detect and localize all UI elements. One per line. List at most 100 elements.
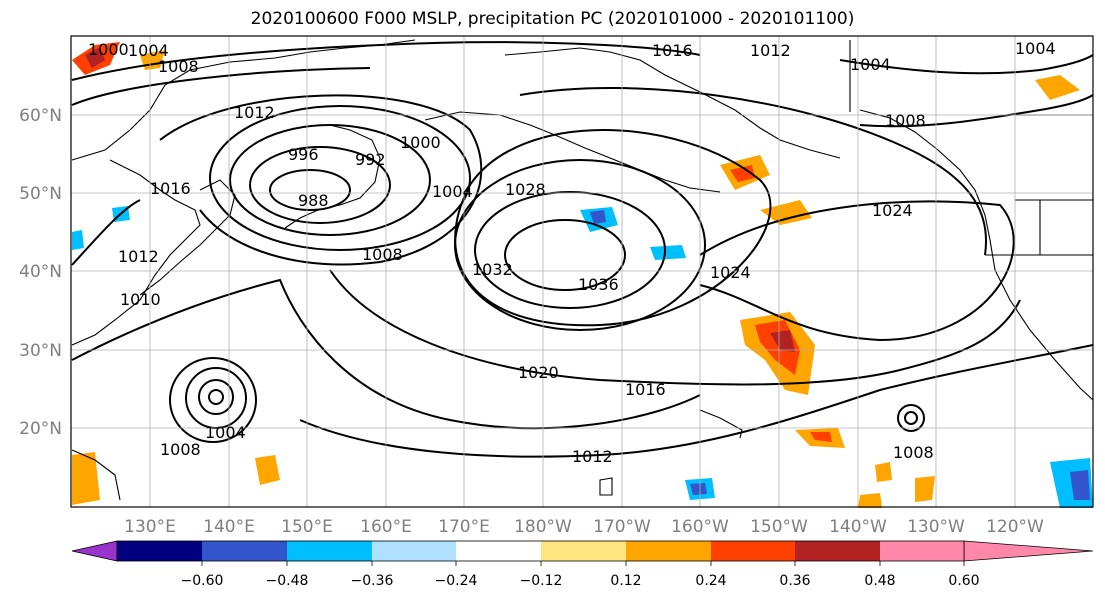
lon-label: 150°W	[750, 517, 808, 537]
isobar	[904, 411, 918, 425]
colorbar-segment	[287, 541, 372, 561]
isobar-label: 988	[298, 191, 329, 210]
lat-label: 20°N	[19, 419, 62, 439]
lon-label: 120°W	[986, 517, 1044, 537]
isobar	[454, 129, 772, 327]
colorbar-tick-label: 0.36	[779, 573, 810, 589]
colorbar-segment	[456, 541, 541, 561]
isobar	[299, 344, 1094, 458]
isobar-label: 1036	[578, 275, 619, 294]
precip-patch	[1035, 75, 1080, 100]
lon-label: 170°E	[438, 517, 490, 537]
coastline	[71, 159, 201, 346]
isobar-label: 1024	[710, 263, 751, 282]
isobar-label: 1028	[505, 180, 546, 199]
colorbar-tick-label: −0.12	[520, 573, 563, 589]
isobar	[71, 278, 701, 430]
colorbar-segment	[880, 541, 964, 561]
isobar	[519, 87, 988, 256]
lon-label: 130°E	[124, 517, 176, 537]
precip-patch	[915, 476, 935, 502]
precip-patch	[72, 230, 84, 250]
colorbar-tick-label: −0.36	[351, 573, 394, 589]
precip-patch	[85, 47, 105, 68]
isobar	[198, 379, 234, 415]
colorbar-tick-label: −0.24	[435, 573, 478, 589]
isobar	[474, 191, 666, 309]
isobar-label: 1010	[120, 290, 161, 309]
colorbar-tick-label: −0.60	[181, 573, 224, 589]
precip-patch	[255, 455, 280, 485]
coastline	[139, 179, 236, 296]
isobar	[208, 389, 224, 405]
precip-patch	[730, 165, 755, 182]
isobar-label: 1012	[118, 247, 159, 266]
colorbar-segment	[117, 541, 202, 561]
precip-patch	[72, 452, 100, 505]
lon-label: 150°E	[281, 517, 333, 537]
isobar-label: 1024	[872, 201, 913, 220]
lat-label: 60°N	[19, 106, 62, 126]
isobar	[185, 367, 247, 429]
colorbar-left-arrow	[71, 540, 118, 562]
isobar-label: 1008	[160, 440, 201, 459]
isobar-label: 1008	[885, 111, 926, 130]
colorbar-segment	[795, 541, 880, 561]
lat-label: 50°N	[19, 184, 62, 204]
isobar	[209, 105, 471, 251]
isobar	[839, 54, 1094, 75]
isobar-label: 1016	[652, 41, 693, 60]
isobar	[859, 94, 1094, 128]
lon-label: 140°E	[203, 517, 255, 537]
coastline	[699, 409, 743, 439]
lon-label: 180°W	[514, 517, 572, 537]
colorbar: −0.60 −0.48 −0.36 −0.24 −0.12 0.12 0.24 …	[71, 540, 1094, 589]
lon-label: 160°E	[360, 517, 412, 537]
precip-patch	[650, 245, 686, 260]
isobar	[699, 200, 1015, 342]
lon-labels: 130°E 140°E 150°E 160°E 170°E 180°W 170°…	[124, 517, 1044, 537]
colorbar-tick-label: 0.12	[610, 573, 641, 589]
isobar-label: 1016	[150, 179, 191, 198]
isobar-label: 1000	[88, 40, 129, 59]
isobar-label: 1008	[362, 245, 403, 264]
colorbar-segment	[541, 541, 626, 561]
isobar-labels: 1000 1004 1008 1004 1012 1016 1004 1008 …	[88, 39, 1056, 466]
isobar-label: 996	[288, 145, 319, 164]
isobar-label: 1012	[234, 103, 275, 122]
colorbar-ticks	[201, 561, 965, 566]
colorbar-tick-label: 0.60	[948, 573, 979, 589]
lat-label: 30°N	[19, 341, 62, 361]
isobar-label: 1012	[572, 447, 613, 466]
map-frame	[70, 35, 1094, 508]
colorbar-tick-label: −0.48	[266, 573, 309, 589]
isobar-label: 1012	[750, 41, 791, 60]
coastline	[859, 109, 1094, 401]
colorbar-segment	[202, 541, 287, 561]
coastline	[504, 47, 841, 159]
colorbar-segment	[711, 541, 795, 561]
isobar	[897, 404, 925, 432]
colorbar-segment	[372, 541, 456, 561]
colorbar-tick-label: 0.48	[864, 573, 895, 589]
colorbar-frame	[116, 540, 965, 562]
isobar-label: 1004	[1015, 39, 1056, 58]
precip-patch	[810, 432, 832, 442]
precip-patch	[1070, 470, 1090, 500]
lon-label: 170°W	[593, 517, 651, 537]
colorbar-segment	[626, 541, 711, 561]
precip-patch	[590, 210, 606, 224]
isobar	[269, 169, 351, 211]
map-title: 2020100600 F000 MSLP, precipitation PC (…	[250, 9, 855, 29]
lat-labels: 60°N 50°N 40°N 30°N 20°N	[19, 106, 62, 439]
isobar-label: 1004	[432, 182, 473, 201]
isobar	[249, 146, 391, 224]
lon-label: 160°W	[671, 517, 729, 537]
isobar-label: 992	[355, 150, 386, 169]
isobar-label: 1000	[400, 133, 441, 152]
colorbar-right-arrow	[963, 540, 1094, 562]
isobar	[229, 124, 431, 236]
isobar	[329, 269, 1021, 386]
isobar-label: 1004	[128, 41, 169, 60]
grid-lines	[71, 36, 1093, 507]
